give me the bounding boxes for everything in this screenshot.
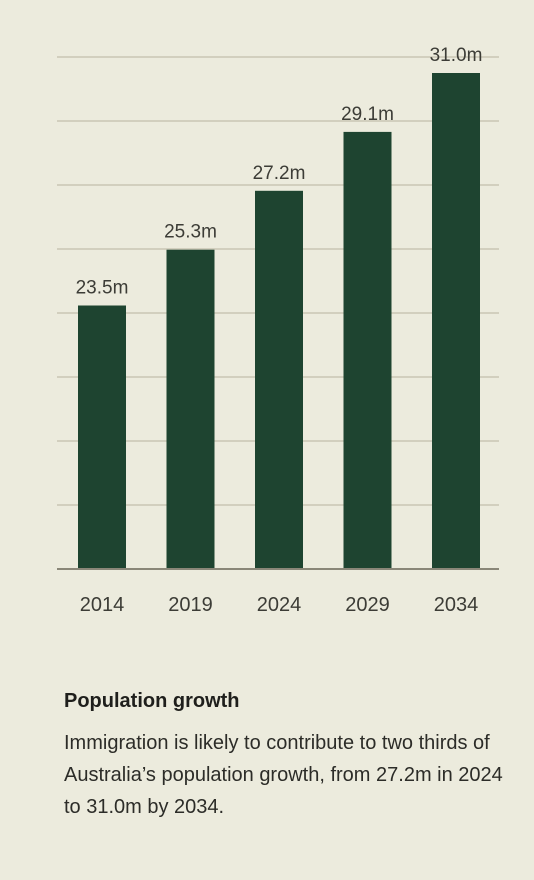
data-labels: 23.5m 25.3m 27.2m 29.1m 31.0m bbox=[76, 45, 483, 299]
data-label-2034: 31.0m bbox=[430, 45, 483, 66]
x-tick-2034: 2034 bbox=[434, 594, 479, 616]
data-label-2019: 25.3m bbox=[164, 222, 217, 243]
x-tick-2019: 2019 bbox=[168, 594, 213, 616]
bar-2029 bbox=[343, 131, 392, 569]
bars bbox=[78, 73, 480, 570]
caption: Population growth Immigration is likely … bbox=[64, 690, 524, 823]
data-label-2024: 27.2m bbox=[253, 163, 306, 184]
bar-2034 bbox=[432, 73, 480, 569]
caption-title: Population growth bbox=[64, 690, 240, 712]
bar-2024 bbox=[255, 190, 303, 570]
bar-2019 bbox=[166, 249, 215, 569]
data-label-2014: 23.5m bbox=[76, 278, 129, 299]
x-axis-ticks: 2014 2019 2024 2029 2034 bbox=[80, 594, 479, 616]
x-tick-2014: 2014 bbox=[80, 594, 125, 616]
x-tick-2024: 2024 bbox=[257, 594, 302, 616]
data-label-2029: 29.1m bbox=[341, 104, 394, 125]
caption-body: Immigration is likely to contribute to t… bbox=[64, 732, 503, 818]
x-tick-2029: 2029 bbox=[345, 594, 390, 616]
bar-2014 bbox=[78, 305, 126, 569]
